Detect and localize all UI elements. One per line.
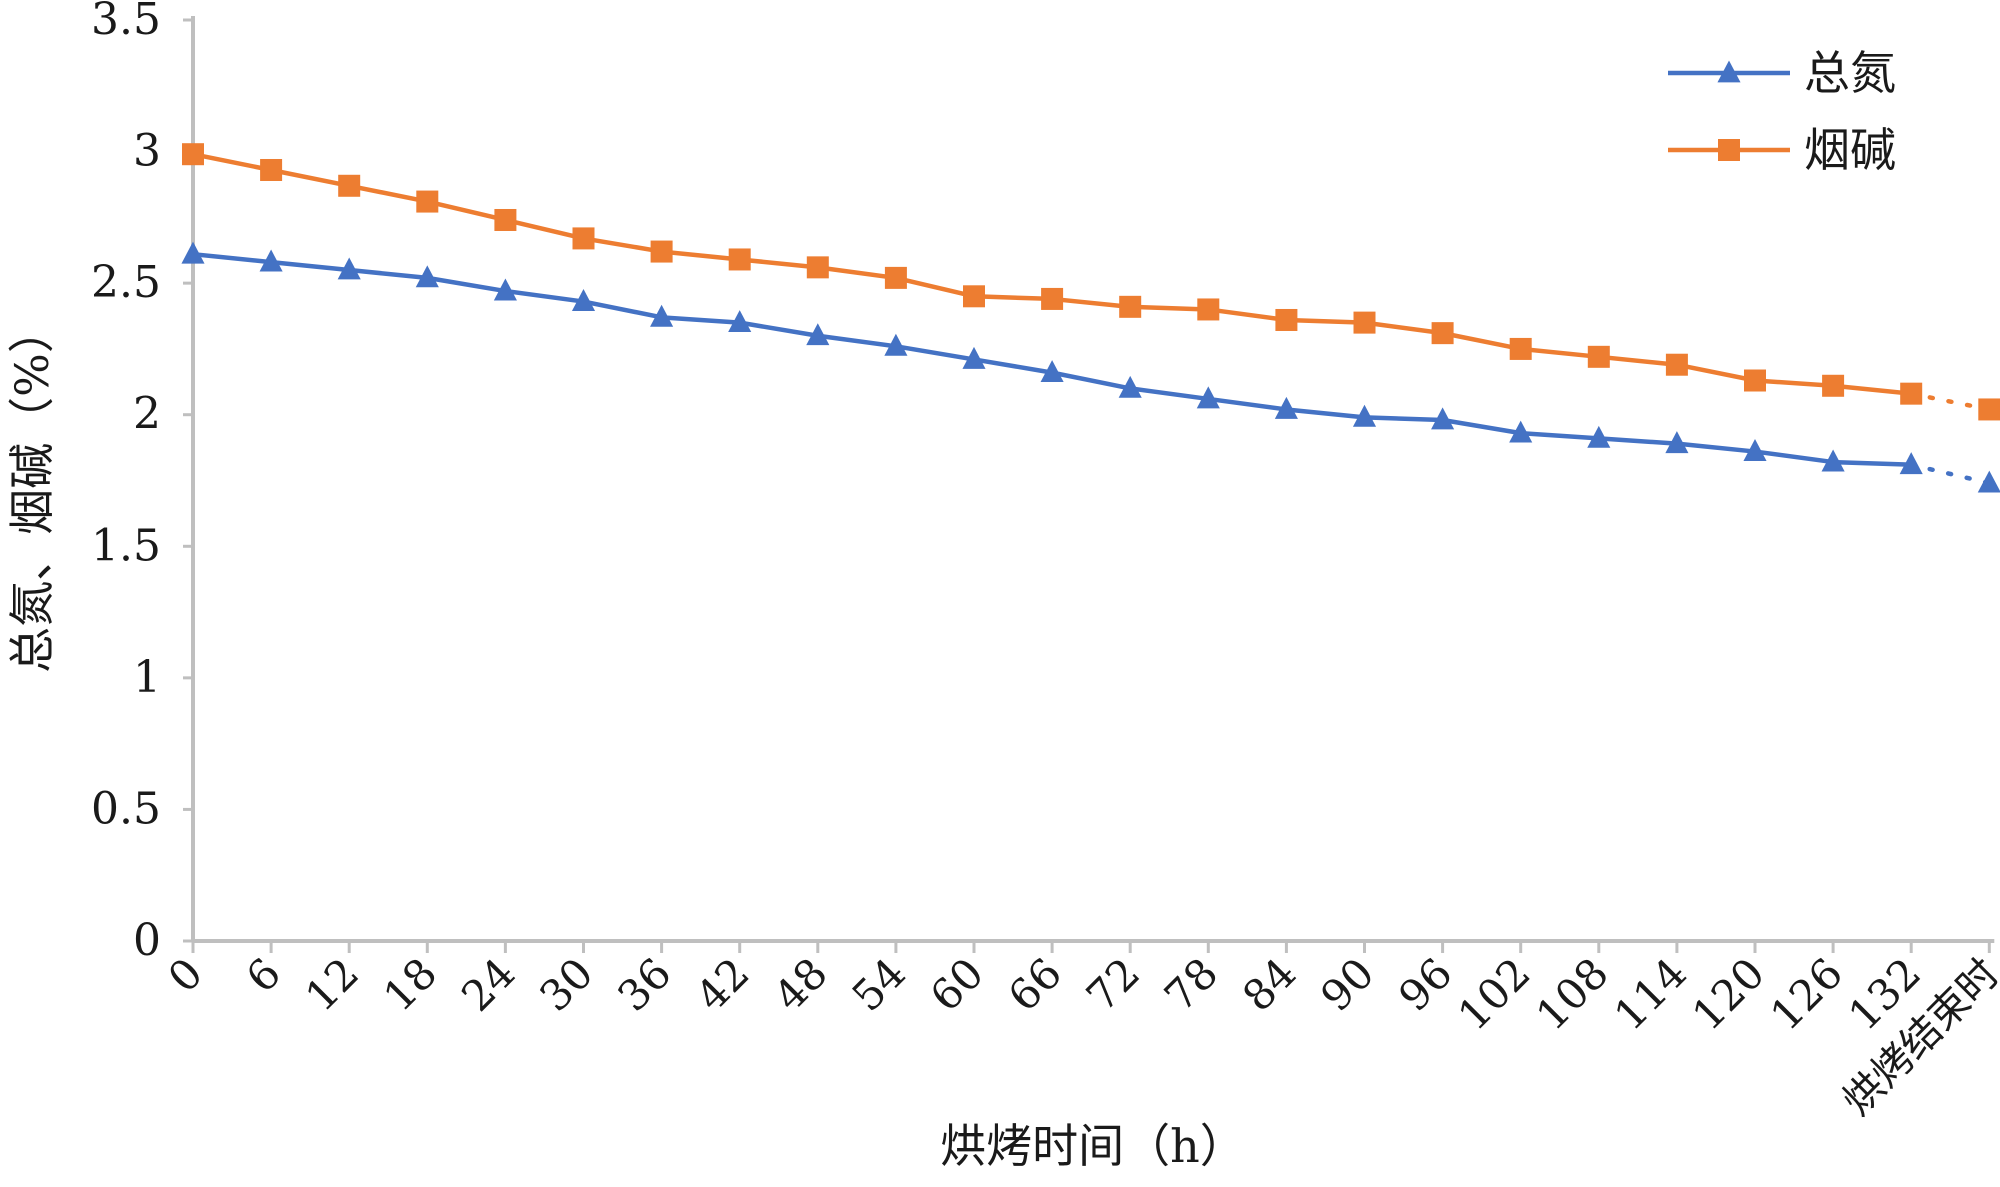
y-tick-label: 2 [133,389,161,440]
data-point [1665,431,1689,454]
data-point [493,278,517,301]
data-point [1587,425,1611,448]
y-tick-label: 1 [133,652,161,703]
data-point [260,158,283,181]
data-point [1822,374,1845,397]
x-tick-label: 60 [921,948,993,1020]
data-point [338,174,361,197]
data-point [1118,375,1142,398]
data-point [494,208,517,231]
data-point [1353,311,1376,334]
x-tick-label: 18 [374,948,446,1020]
x-tick-label: 126 [1761,948,1852,1039]
data-point [1744,369,1766,392]
series-line [192,151,1912,396]
data-point [1821,449,1845,472]
series-1 [181,241,2000,493]
x-axis-title: 烘烤时间（h） [940,1119,1246,1173]
data-point [650,304,674,327]
y-tick-label: 2.5 [91,257,161,308]
x-tick-label: 0 [159,948,213,1002]
series-line [192,251,1912,467]
x-tick-label: 48 [764,948,836,1020]
data-point [1665,353,1688,376]
data-point [1509,420,1533,443]
y-tick-label: 0 [133,915,161,966]
data-point [337,257,361,280]
data-point [1431,407,1455,430]
y-tick-label: 3.5 [91,0,161,45]
data-point [1587,345,1610,368]
y-tick-label: 0.5 [91,783,161,834]
x-tick-label: 30 [530,948,602,1020]
data-point [728,310,752,333]
data-point [181,241,205,264]
axes: 00.511.522.533.50 6 12 18 24 30 36 42 48 54 60 66 72… [91,0,2000,1124]
legend-label: 总氮 [1804,46,1896,100]
legend-item: 总氮 [1668,46,1896,100]
x-tick-label: 24 [452,948,524,1020]
series-2 [182,143,2000,421]
data-point [963,285,985,308]
x-tick-label: 90 [1311,948,1383,1020]
x-tick-label: 78 [1155,948,1227,1020]
x-tick-label: 102 [1448,948,1539,1039]
data-point [728,248,751,271]
series-layer [181,143,2000,493]
data-point [259,249,283,272]
legend-marker [1718,139,1740,161]
data-point [1274,396,1298,419]
data-point [182,143,204,166]
data-point [806,323,830,346]
data-point [1509,337,1532,360]
data-point [884,266,907,289]
data-point [884,333,908,356]
y-tick-label: 1.5 [91,520,161,571]
x-tick-label: 42 [686,948,758,1020]
y-axis-title: 总氮、烟碱（%） [5,307,59,673]
x-tick-label: 72 [1077,948,1149,1020]
data-point [1899,452,1923,475]
data-point [1978,398,2000,421]
legend-item: 烟碱 [1668,123,1896,177]
x-tick-label: 36 [608,948,680,1020]
data-point [806,256,829,279]
x-tick-label: 12 [296,948,368,1020]
data-point [1352,404,1377,427]
data-point [1119,295,1142,318]
x-tick-label: 114 [1605,948,1696,1039]
data-point [1041,287,1064,310]
legend-marker [1717,60,1741,83]
data-point [1040,360,1064,383]
data-point [650,240,673,263]
x-tick-label: 108 [1527,948,1618,1039]
y-tick-label: 3 [133,126,161,177]
x-tick-label: 96 [1389,948,1461,1020]
series-line-dotted-segment [1908,391,1992,412]
data-point [1275,308,1298,331]
data-point [572,227,595,250]
x-tick-label: 84 [1233,948,1305,1020]
data-point [962,346,986,369]
x-tick-label: 66 [999,948,1071,1020]
data-point [1196,386,1220,409]
data-point [1431,322,1454,345]
data-point [416,190,439,213]
x-tick-label: 54 [843,948,915,1020]
series-line-dotted-segment [1908,462,1992,486]
legend-label: 烟碱 [1804,123,1896,177]
data-point [1977,470,2000,493]
x-tick-label: 6 [237,948,291,1002]
data-point [1743,439,1767,461]
data-point [1197,298,1220,321]
data-point [1900,382,1923,405]
data-point [415,265,439,288]
x-tick-label: 120 [1683,948,1774,1039]
data-point [571,289,596,311]
